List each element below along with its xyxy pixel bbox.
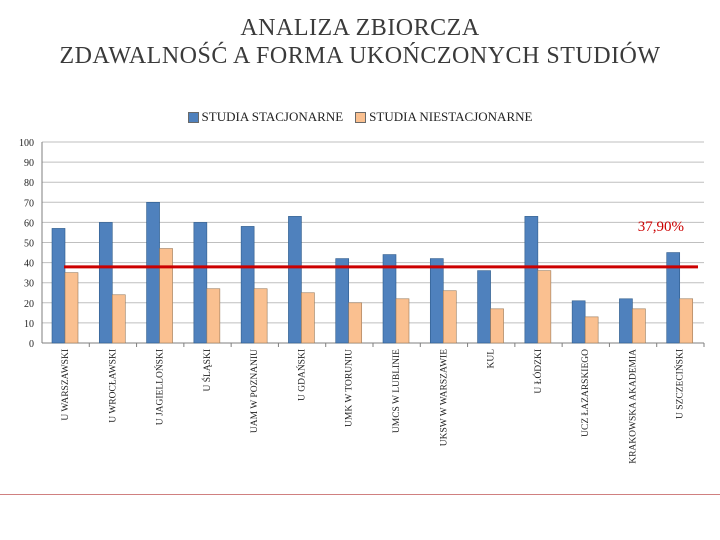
bar-stacjonarne xyxy=(524,216,539,344)
chart-legend: STUDIA STACJONARNE STUDIA NIESTACJONARNE xyxy=(0,109,720,125)
y-tick-label: 40 xyxy=(24,259,34,270)
bar-niestacjonarne xyxy=(584,316,599,344)
y-tick-label: 100 xyxy=(19,138,34,149)
bar-stacjonarne xyxy=(666,252,681,344)
legend-item-stacjonarne: STUDIA STACJONARNE xyxy=(187,109,344,125)
y-tick-label: 20 xyxy=(24,299,34,310)
y-tick-label: 80 xyxy=(24,178,34,189)
bar-niestacjonarne xyxy=(490,308,504,344)
bar-stacjonarne xyxy=(193,222,208,344)
bar-niestacjonarne xyxy=(159,248,173,344)
bar-stacjonarne xyxy=(288,216,302,344)
legend-swatch-stacjonarne xyxy=(187,111,199,123)
x-category-label: UCZ ŁAZARSKIEGO xyxy=(581,349,591,437)
chart-title-line2: ZDAWALNOŚĆ A FORMA UKOŃCZONYCH STUDIÓW xyxy=(59,43,661,69)
x-category-label: UMK W TORUNIU xyxy=(345,349,355,427)
x-category-label: U GDAŃSKI xyxy=(295,349,307,401)
bar-niestacjonarne xyxy=(253,288,268,344)
x-category-label: UAM W POZNANIU xyxy=(250,349,260,433)
bar-stacjonarne xyxy=(619,298,633,344)
bar-niestacjonarne xyxy=(301,292,315,344)
bar-niestacjonarne xyxy=(64,272,79,344)
y-tick-label: 90 xyxy=(24,158,34,169)
y-tick-label: 50 xyxy=(24,239,34,250)
x-category-label: U ŚLĄSKI xyxy=(201,349,213,392)
y-tick-label: 30 xyxy=(24,279,34,290)
x-category-label: U WROCŁAWSKI xyxy=(108,349,118,423)
bar-niestacjonarne xyxy=(111,294,126,344)
bottom-divider xyxy=(0,494,720,495)
x-category-label: U JAGIELLOŃSKI xyxy=(154,349,166,425)
x-category-label: UKSW W WARSZAWIE xyxy=(439,349,449,446)
bar-stacjonarne xyxy=(98,222,113,344)
legend-label-niestacjonarne: STUDIA NIESTACJONARNE xyxy=(369,109,533,124)
bar-niestacjonarne xyxy=(537,270,552,344)
bar-niestacjonarne xyxy=(395,298,410,344)
x-category-label: KUL xyxy=(487,349,497,369)
legend-item-niestacjonarne: STUDIA NIESTACJONARNE xyxy=(355,109,532,125)
bar-stacjonarne xyxy=(571,300,586,344)
bar-stacjonarne xyxy=(477,270,491,344)
x-category-label: UMCS W LUBLINIE xyxy=(392,349,402,433)
bar-stacjonarne xyxy=(429,258,444,344)
bar-stacjonarne xyxy=(240,226,255,344)
chart-title: ANALIZA ZBIORCZA ZDAWALNOŚĆ A FORMA UKOŃ… xyxy=(0,14,720,70)
bar-niestacjonarne xyxy=(632,308,646,344)
legend-swatch-niestacjonarne xyxy=(355,111,367,123)
reference-line-label: 37,90% xyxy=(638,219,684,235)
bar-niestacjonarne xyxy=(442,290,457,344)
x-category-label: U ŁÓDZKI xyxy=(532,349,544,394)
bar-stacjonarne xyxy=(51,228,66,344)
x-category-label: U SZCZECIŃSKI xyxy=(674,349,686,419)
x-category-label: KRAKOWSKA AKADEMIA xyxy=(628,349,638,464)
bar-stacjonarne xyxy=(335,258,350,344)
bar-niestacjonarne xyxy=(206,288,221,344)
bar-stacjonarne xyxy=(146,202,160,344)
legend-label-stacjonarne: STUDIA STACJONARNE xyxy=(201,109,344,124)
bar-niestacjonarne xyxy=(679,298,694,344)
y-tick-label: 60 xyxy=(24,218,34,229)
chart-title-line1: ANALIZA ZBIORCZA xyxy=(240,15,480,41)
y-tick-label: 10 xyxy=(24,319,34,330)
x-category-label: U WARSZAWSKI xyxy=(61,349,71,421)
y-tick-label: 70 xyxy=(24,198,34,209)
y-tick-label: 0 xyxy=(29,339,34,350)
bar-niestacjonarne xyxy=(348,302,363,344)
